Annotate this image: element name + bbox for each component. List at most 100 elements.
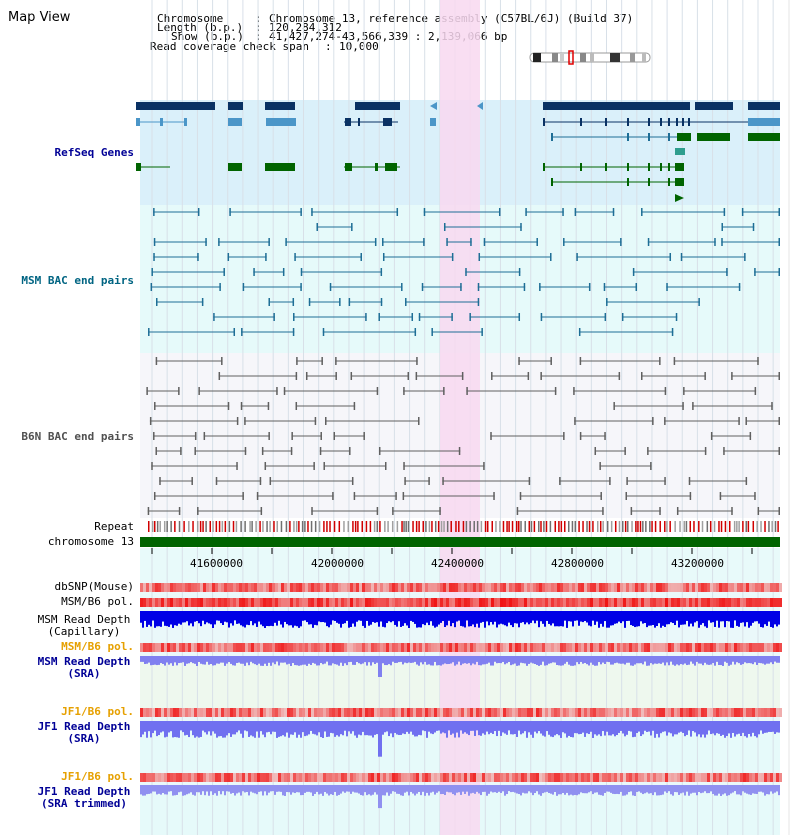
polymorphism-cell xyxy=(674,773,677,782)
polymorphism-cell xyxy=(590,773,593,782)
read-depth-bar xyxy=(290,721,292,735)
track-label-msm-depth-sra[interactable]: MSM Read Depth (SRA) xyxy=(28,656,140,680)
track-label-msm-depth-capillary[interactable]: MSM Read Depth (Capillary) xyxy=(28,614,140,638)
b6n-bac-pair-end xyxy=(395,492,397,500)
track-label-jf1-depth-sra[interactable]: JF1 Read Depth (SRA) xyxy=(28,721,140,745)
msm-bac-pair-end xyxy=(574,208,577,216)
polymorphism-cell xyxy=(218,708,221,717)
track-label-refseq[interactable]: RefSeq Genes xyxy=(54,146,134,159)
repeat-element xyxy=(304,521,306,532)
b6n-bac-pair-end xyxy=(554,387,557,395)
track-label-msm-bac[interactable]: MSM BAC end pairs xyxy=(21,274,134,287)
track-label-b6n-bac[interactable]: B6N BAC end pairs xyxy=(21,430,134,443)
polymorphism-cell xyxy=(761,773,764,782)
read-depth-bar xyxy=(598,785,600,795)
polymorphism-cell xyxy=(581,598,584,607)
read-depth-bar xyxy=(590,721,592,732)
read-depth-bar xyxy=(246,656,248,663)
read-depth-bar xyxy=(390,785,392,794)
polymorphism-cell xyxy=(587,643,590,652)
track-label-msm-b6-pol-2[interactable]: MSM/B6 pol. xyxy=(61,640,134,653)
read-depth-bar xyxy=(402,721,404,734)
read-depth-bar xyxy=(588,611,590,626)
polymorphism-cell xyxy=(674,708,677,717)
read-depth-bar xyxy=(556,721,558,735)
read-depth-bar xyxy=(618,656,620,664)
read-depth-bar xyxy=(218,785,220,792)
read-depth-bar xyxy=(182,721,184,733)
track-label-jf1-depth-trimmed[interactable]: JF1 Read Depth (SRA trimmed) xyxy=(28,786,140,810)
polymorphism-cell xyxy=(494,708,497,717)
polymorphism-cell xyxy=(311,773,314,782)
read-depth-bar xyxy=(548,611,550,624)
polymorphism-cell xyxy=(671,643,674,652)
polymorphism-cell xyxy=(404,708,407,717)
polymorphism-cell xyxy=(731,583,734,592)
polymorphism-cell xyxy=(650,583,653,592)
polymorphism-cell xyxy=(662,643,665,652)
read-depth-bar xyxy=(216,721,218,738)
polymorphism-cell xyxy=(548,773,551,782)
msm-bac-pair-end xyxy=(423,208,426,216)
read-depth-bar xyxy=(664,721,666,732)
read-depth-bar xyxy=(610,721,612,736)
read-depth-bar xyxy=(514,611,516,624)
read-depth-bar xyxy=(382,785,384,796)
msm-bac-pair-end xyxy=(201,298,204,306)
repeat-element xyxy=(596,521,599,532)
polymorphism-cell xyxy=(314,583,317,592)
track-label-dbsnp[interactable]: dbSNP(Mouse) xyxy=(54,580,134,593)
read-depth-bar xyxy=(732,656,734,662)
track-label-msm-b6-pol[interactable]: MSM/B6 pol. xyxy=(61,595,134,608)
read-depth-bar xyxy=(596,656,598,666)
msm-bac-pair-end xyxy=(550,253,552,261)
polymorphism-cell xyxy=(353,598,356,607)
read-depth-bar xyxy=(338,656,340,666)
b6n-bac-pair-end xyxy=(392,507,394,515)
track-label-jf1-b6-pol-2[interactable]: JF1/B6 pol. xyxy=(61,770,134,783)
polymorphism-cell xyxy=(401,643,404,652)
polymorphism-cell xyxy=(476,643,479,652)
polymorphism-cell xyxy=(425,773,428,782)
read-depth-bar xyxy=(590,785,592,792)
read-depth-bar xyxy=(624,611,626,628)
polymorphism-cell xyxy=(503,708,506,717)
selection-highlight xyxy=(440,0,480,835)
polymorphism-cell xyxy=(569,583,572,592)
polymorphism-cell xyxy=(491,583,494,592)
polymorphism-cell xyxy=(779,708,782,717)
read-depth-bar xyxy=(362,656,364,664)
read-depth-bar xyxy=(220,785,222,795)
polymorphism-cell xyxy=(191,708,194,717)
read-depth-bar xyxy=(512,785,514,792)
polymorphism-cell xyxy=(740,708,743,717)
polymorphism-cell xyxy=(626,773,629,782)
polymorphism-cell xyxy=(515,583,518,592)
polymorphism-cell xyxy=(572,643,575,652)
b6n-bac-pair-end xyxy=(267,402,270,410)
msm-depth-sra-line2: (SRA) xyxy=(67,667,101,680)
read-depth-bar xyxy=(264,656,266,664)
repeat-element xyxy=(701,521,704,532)
read-depth-bar xyxy=(412,611,414,622)
polymorphism-cell xyxy=(254,598,257,607)
msm-bac-pair-end xyxy=(308,298,311,306)
msm-bac-pair-end xyxy=(525,208,527,216)
track-label-repeat[interactable]: Repeat xyxy=(94,520,134,533)
refseq-gene-dark xyxy=(228,102,243,110)
polymorphism-cell xyxy=(437,708,440,717)
msm-bac-pair-end xyxy=(723,208,726,216)
track-label-jf1-b6-pol[interactable]: JF1/B6 pol. xyxy=(61,705,134,718)
read-depth-bar xyxy=(662,611,664,626)
track-label-chromosome[interactable]: chromosome 13 xyxy=(47,535,134,548)
polymorphism-cell xyxy=(752,643,755,652)
polymorphism-cell xyxy=(587,708,590,717)
read-depth-bar xyxy=(770,721,772,732)
read-depth-bar xyxy=(424,785,426,796)
polymorphism-cell xyxy=(224,708,227,717)
b6n-bac-pair-end xyxy=(574,417,576,425)
repeat-element xyxy=(637,521,639,532)
polymorphism-cell xyxy=(296,583,299,592)
read-depth-bar xyxy=(252,611,254,626)
